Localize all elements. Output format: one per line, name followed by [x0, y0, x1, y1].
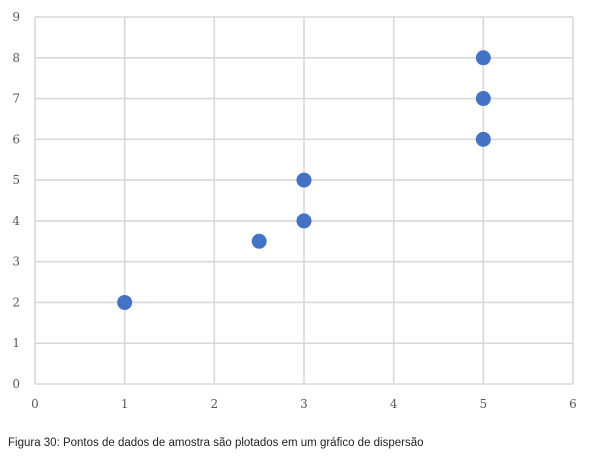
data-point: [296, 172, 312, 188]
grid-lines: [34, 16, 574, 385]
y-tick-label: 1: [12, 336, 20, 350]
y-axis-ticks: 0 1 2 3 4 5 6 7 8 9: [12, 10, 20, 391]
x-tick-label: 0: [31, 397, 39, 411]
y-tick-label: 9: [12, 10, 20, 24]
x-tick-label: 3: [300, 397, 308, 411]
data-point: [117, 294, 133, 310]
x-tick-label: 5: [480, 397, 488, 411]
data-points: [117, 50, 491, 310]
y-tick-label: 7: [12, 92, 20, 106]
y-tick-label: 0: [12, 377, 20, 391]
x-tick-label: 1: [121, 397, 129, 411]
data-point: [475, 50, 491, 66]
scatter-chart: 0 1 2 3 4 5 6 7 8 9 0 1 2 3 4 5 6: [12, 10, 577, 411]
data-point: [251, 233, 267, 249]
y-tick-label: 8: [12, 51, 20, 65]
data-point: [475, 91, 491, 107]
x-axis-ticks: 0 1 2 3 4 5 6: [31, 397, 577, 411]
y-tick-label: 3: [12, 255, 20, 269]
y-tick-label: 6: [12, 132, 20, 146]
data-point: [475, 131, 491, 147]
y-tick-label: 2: [12, 295, 20, 309]
y-tick-label: 4: [12, 214, 20, 228]
y-tick-label: 5: [12, 173, 20, 187]
x-tick-label: 2: [211, 397, 219, 411]
data-point: [296, 213, 312, 229]
x-tick-label: 4: [390, 397, 398, 411]
x-tick-label: 6: [569, 397, 577, 411]
figure-caption: Figura 30: Pontos de dados de amostra sã…: [8, 437, 424, 449]
